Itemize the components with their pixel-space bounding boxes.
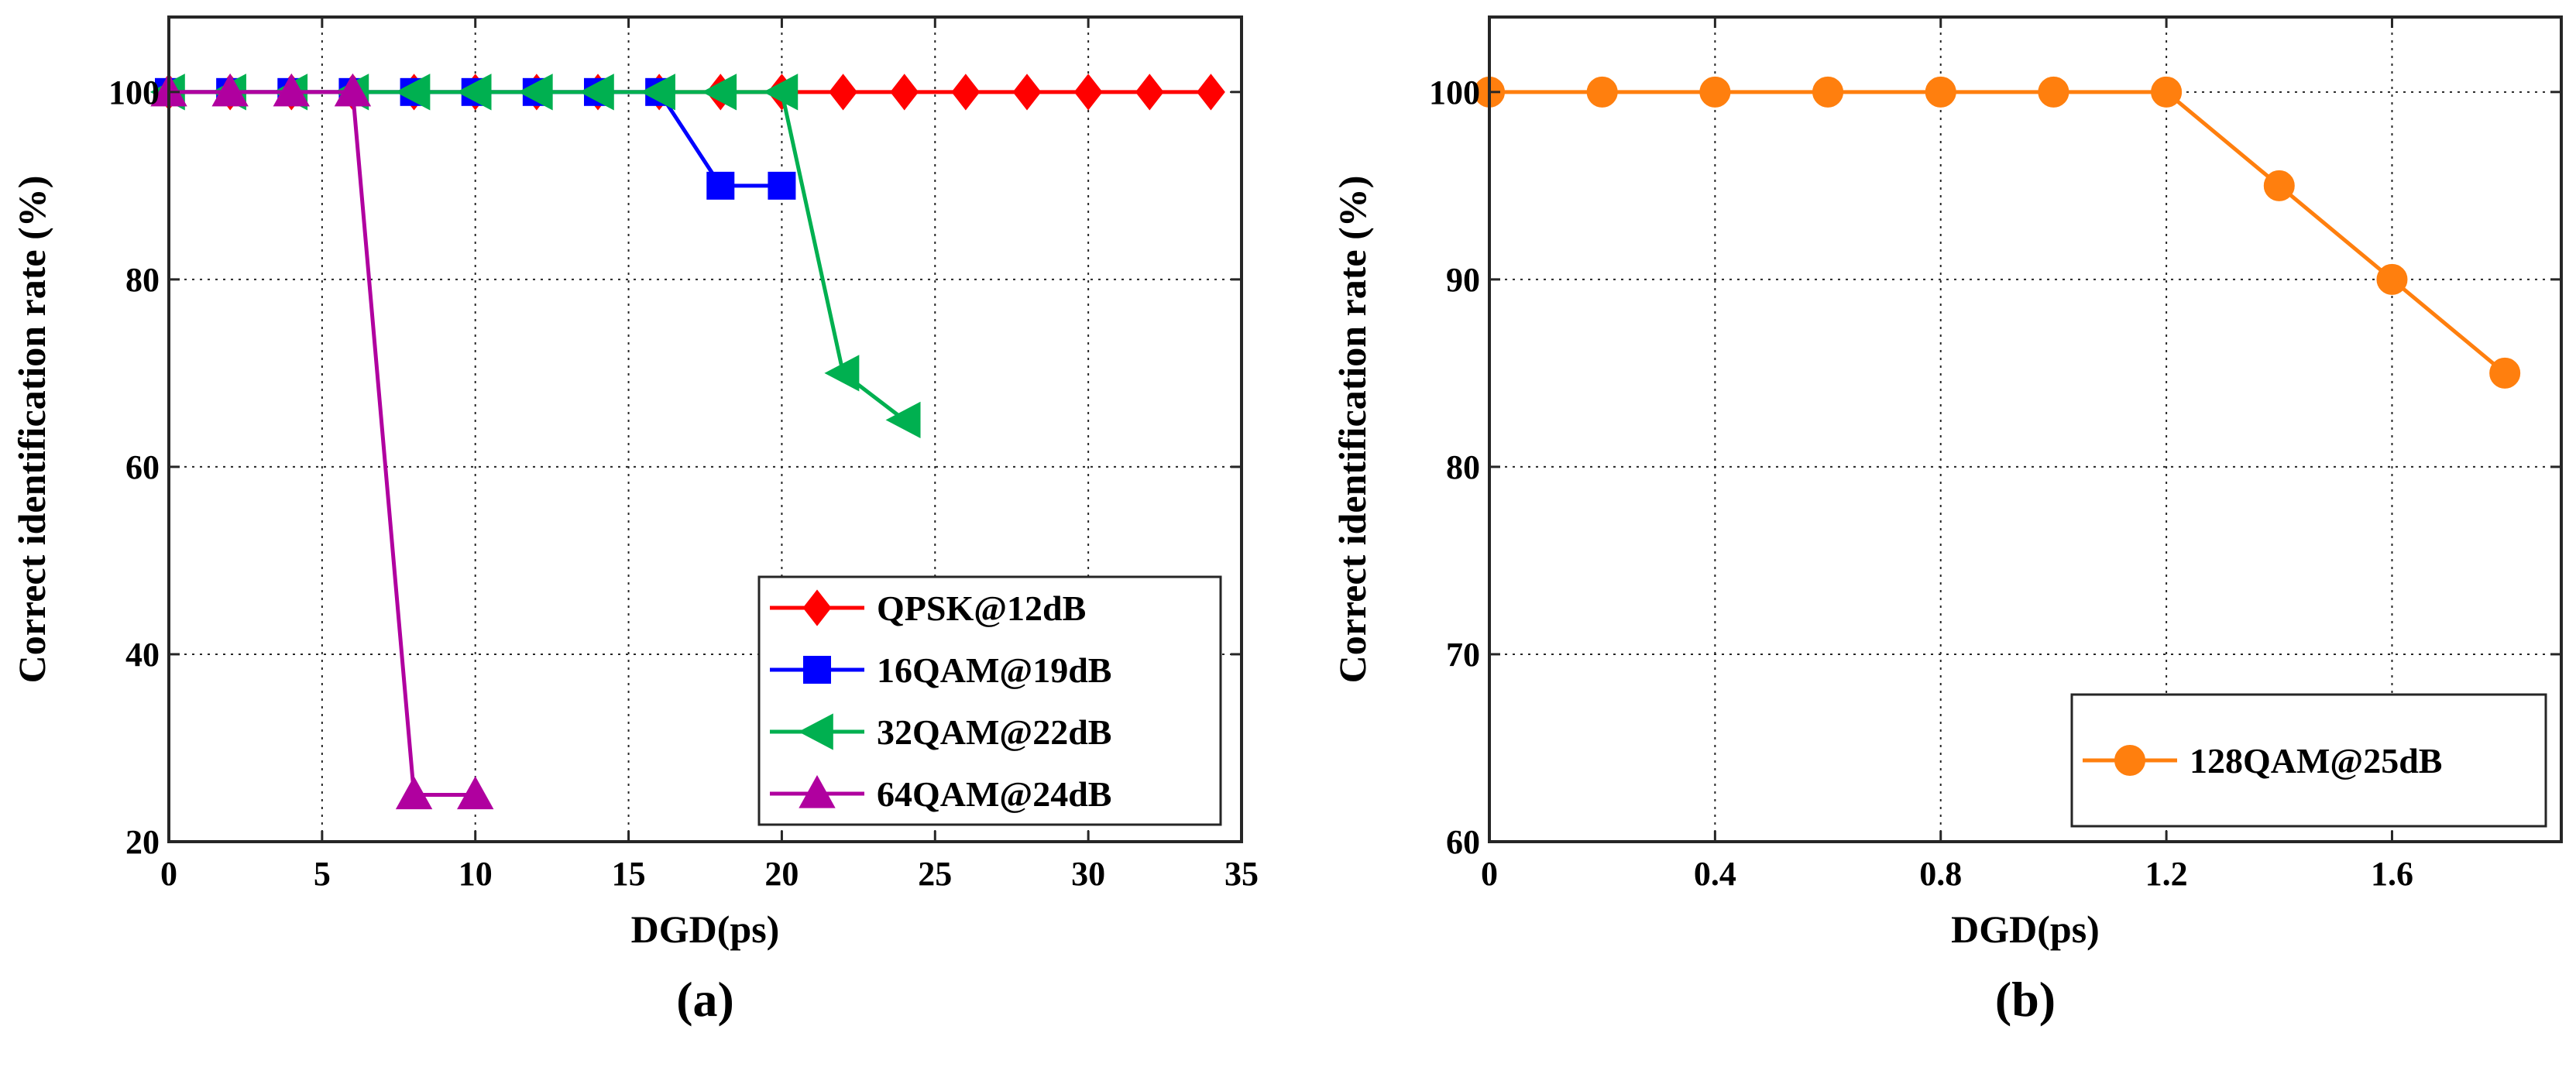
x-tick-label: 0.4 (1694, 855, 1736, 893)
y-tick-label: 70 (1446, 636, 1480, 674)
data-point (579, 74, 614, 111)
data-point (1586, 76, 1618, 108)
legend-entry: 128QAM@25dB (2190, 741, 2442, 781)
x-tick-label: 0.8 (1919, 855, 1962, 893)
legend-entry: QPSK@12dB (877, 588, 1086, 628)
legend-marker (798, 713, 833, 750)
series-line-0 (1489, 90, 2506, 375)
data-point (1012, 74, 1042, 111)
y-tick-label: 100 (108, 74, 160, 112)
data-point (517, 74, 553, 111)
data-point (885, 401, 921, 439)
x-tick-label: 0 (160, 855, 177, 893)
y-axis-label: Correct identification rate (%) (10, 176, 53, 684)
legend-marker (2114, 745, 2145, 776)
data-point (763, 74, 799, 111)
data-point (456, 74, 492, 111)
x-tick-label: 35 (1224, 855, 1259, 893)
y-tick-label: 100 (1429, 74, 1480, 112)
plot-frame (167, 15, 1243, 843)
data-point (640, 74, 675, 111)
x-axis-label: DGD(ps) (1951, 907, 2100, 951)
panel-label: (b) (1995, 972, 2056, 1027)
legend-marker (803, 656, 831, 684)
y-axis-label: Correct identification rate (%) (1331, 176, 1374, 684)
data-point (829, 74, 857, 111)
y-tick-label: 60 (1446, 823, 1480, 861)
y-tick-label: 20 (125, 823, 160, 861)
legend: 128QAM@25dB (2070, 693, 2547, 828)
data-point (1925, 76, 1956, 108)
data-point (395, 776, 433, 810)
data-point (2151, 76, 2183, 108)
panel-a: 0 5 10 15 20 25 30 35 20 40 60 80 100 DGD(ps) Correct … (10, 15, 1259, 1027)
data-point (457, 776, 494, 810)
y-tick-label: 80 (1446, 448, 1480, 486)
legend-entry: 64QAM@24dB (877, 774, 1111, 814)
x-axis-label: DGD(ps) (631, 907, 780, 951)
series-line-2 (169, 90, 906, 422)
data-point (1073, 74, 1103, 111)
panel-b: 0 0.4 0.8 1.2 1.6 60 70 80 90 100 DGD(ps) Correct i… (1331, 15, 2563, 1027)
data-point (1699, 76, 1731, 108)
x-tick-label: 30 (1071, 855, 1105, 893)
x-tick-label: 1.2 (2145, 855, 2188, 893)
data-point (951, 74, 981, 111)
legend-entry: 16QAM@19dB (877, 650, 1111, 690)
legend-marker (802, 589, 832, 626)
data-point (890, 74, 919, 111)
x-tick-label: 20 (764, 855, 799, 893)
data-point (2263, 170, 2295, 201)
data-point (334, 73, 372, 107)
data-point (1135, 74, 1164, 111)
x-tick-label: 15 (612, 855, 646, 893)
data-point (2376, 263, 2408, 295)
y-tick-label: 40 (125, 636, 160, 674)
data-point (706, 171, 735, 200)
data-point (1812, 76, 1844, 108)
x-tick-label: 10 (459, 855, 493, 893)
data-point (1197, 74, 1225, 111)
y-tick-label: 60 (125, 448, 160, 486)
y-tick-label: 90 (1446, 261, 1480, 299)
y-tick-label: 80 (125, 261, 160, 299)
legend-box (757, 575, 1222, 826)
data-point (273, 73, 310, 107)
data-point (768, 171, 796, 200)
plot-frame (1488, 15, 2563, 843)
data-point (702, 74, 737, 111)
legend-entry: 32QAM@22dB (877, 712, 1111, 752)
x-tick-label: 0 (1481, 855, 1498, 893)
x-tick-label: 1.6 (2371, 855, 2413, 893)
x-tick-label: 25 (918, 855, 952, 893)
data-point (2489, 357, 2521, 389)
data-point (395, 74, 431, 111)
legend: QPSK@12dB 16QAM@19dB 32QAM@22dB 64QAM@24dB (757, 575, 1222, 826)
data-point (2038, 76, 2069, 108)
legend-marker (799, 774, 836, 808)
x-tick-label: 5 (314, 855, 331, 893)
panel-label: (a) (676, 972, 734, 1027)
data-point (824, 355, 860, 392)
data-point (211, 73, 249, 107)
